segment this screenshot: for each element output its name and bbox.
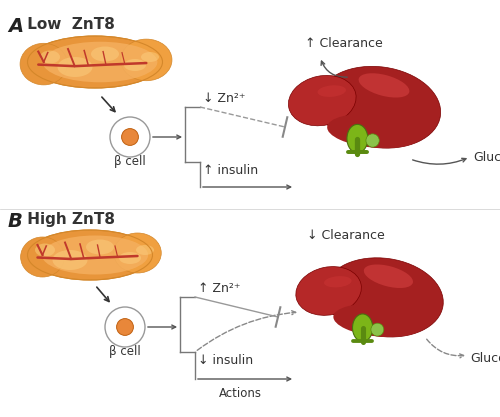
Ellipse shape: [91, 47, 119, 61]
Ellipse shape: [114, 233, 161, 273]
Ellipse shape: [120, 39, 172, 81]
Ellipse shape: [35, 244, 55, 256]
Ellipse shape: [318, 66, 440, 148]
Ellipse shape: [324, 276, 351, 287]
Ellipse shape: [58, 57, 92, 77]
Ellipse shape: [371, 323, 384, 336]
Ellipse shape: [327, 114, 422, 148]
Ellipse shape: [324, 258, 444, 337]
Text: A: A: [8, 17, 23, 36]
Ellipse shape: [364, 264, 413, 288]
Ellipse shape: [119, 252, 141, 264]
Circle shape: [105, 307, 145, 347]
Ellipse shape: [366, 134, 380, 147]
Ellipse shape: [288, 75, 356, 126]
Text: Actions: Actions: [218, 387, 262, 400]
Ellipse shape: [318, 85, 346, 97]
Ellipse shape: [141, 52, 159, 62]
Ellipse shape: [296, 266, 362, 315]
Text: ↑ Zn²⁺: ↑ Zn²⁺: [198, 282, 240, 295]
Ellipse shape: [352, 314, 373, 342]
Circle shape: [122, 128, 138, 146]
Ellipse shape: [20, 237, 64, 277]
Ellipse shape: [358, 73, 410, 98]
Ellipse shape: [28, 230, 152, 280]
Circle shape: [116, 319, 134, 335]
Ellipse shape: [42, 236, 148, 274]
Ellipse shape: [28, 36, 162, 88]
Text: ↑ Clearance: ↑ Clearance: [305, 37, 383, 50]
Text: β cell: β cell: [109, 345, 141, 358]
Ellipse shape: [42, 42, 158, 82]
Text: High ZnT8: High ZnT8: [22, 212, 115, 227]
Ellipse shape: [124, 59, 146, 71]
Text: β cell: β cell: [114, 155, 146, 168]
Text: ↓ Clearance: ↓ Clearance: [307, 229, 385, 242]
Ellipse shape: [20, 43, 68, 85]
Text: Glucose: Glucose: [473, 151, 500, 163]
Text: B: B: [8, 212, 23, 231]
Ellipse shape: [86, 239, 114, 254]
Ellipse shape: [40, 50, 60, 63]
Ellipse shape: [136, 245, 154, 255]
Circle shape: [110, 117, 150, 157]
Ellipse shape: [334, 304, 425, 337]
Text: ↑ insulin: ↑ insulin: [203, 164, 258, 177]
Ellipse shape: [52, 250, 88, 270]
Text: Low  ZnT8: Low ZnT8: [22, 17, 115, 32]
Ellipse shape: [347, 124, 368, 153]
Text: ↓ Zn²⁺: ↓ Zn²⁺: [203, 92, 246, 105]
Text: Glucose: Glucose: [470, 352, 500, 365]
Text: ↓ insulin: ↓ insulin: [198, 354, 253, 367]
